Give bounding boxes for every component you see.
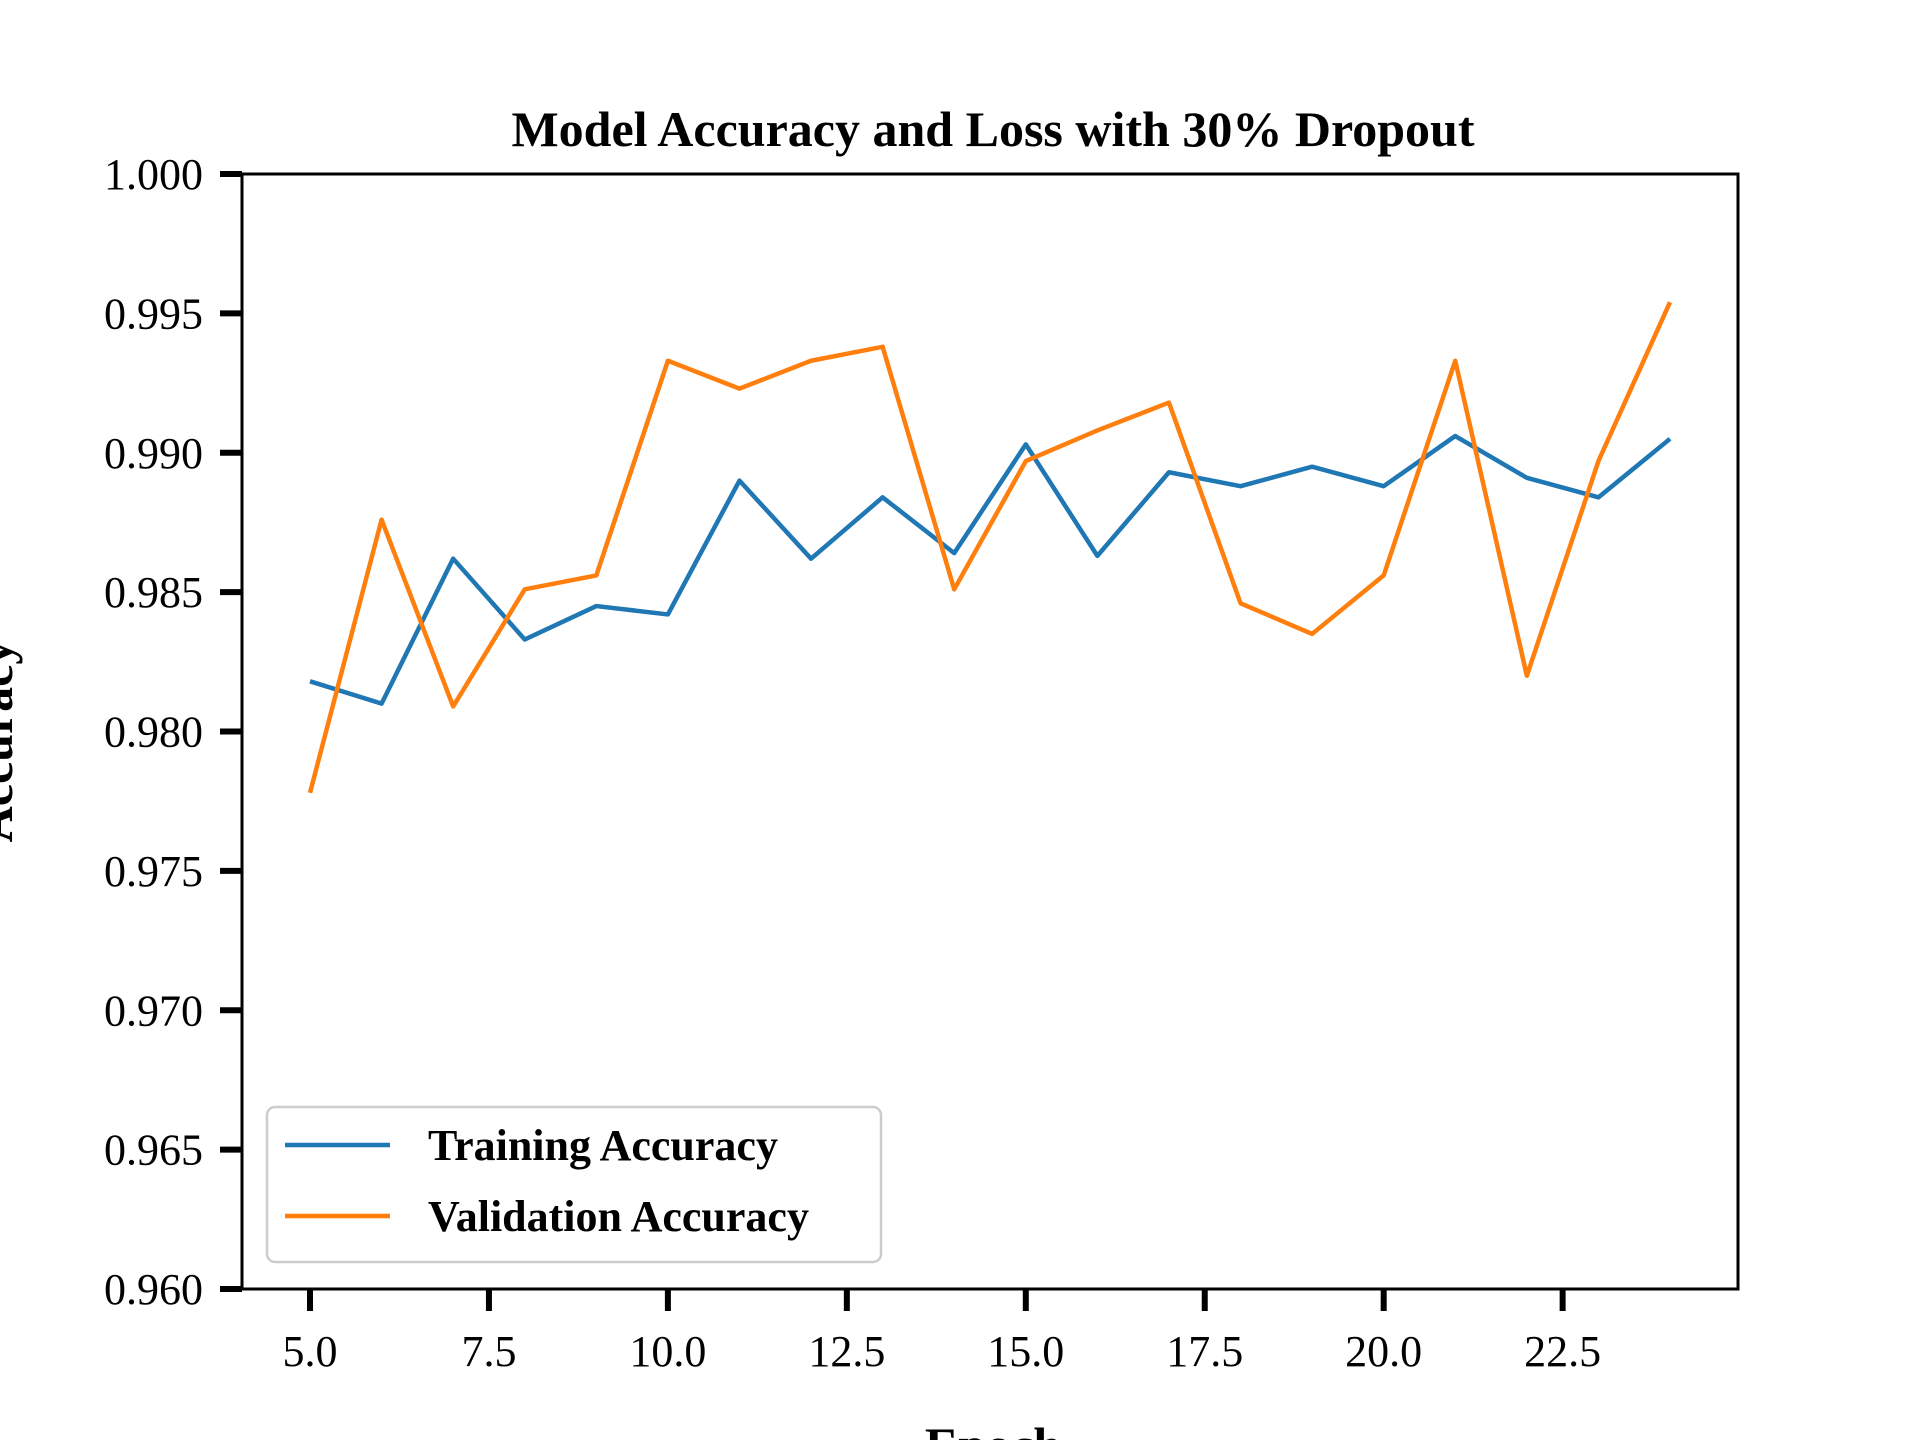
y-tick-label: 0.985 — [104, 568, 203, 617]
y-axis-label: Accuracy — [0, 640, 23, 843]
x-tick-label: 22.5 — [1524, 1327, 1601, 1376]
axes: 5.0 7.5 10.0 12.5 15.0 17.5 20.0 22.5 0.960 0.965… — [104, 150, 1740, 1376]
legend-box — [265, 1105, 883, 1264]
x-tick-label: 10.0 — [629, 1327, 706, 1376]
x-tick-label: 15.0 — [987, 1327, 1064, 1376]
series-line-validation-accuracy — [307, 301, 1673, 794]
plot-area — [307, 301, 1673, 794]
y-tick-label: 0.965 — [104, 1126, 203, 1175]
legend-label-training-accuracy: Training Accuracy — [428, 1121, 778, 1170]
x-tick-label: 5.0 — [283, 1327, 338, 1376]
series-line-training-accuracy — [309, 433, 1672, 706]
y-tick-label: 0.970 — [104, 986, 203, 1035]
x-tick-label: 20.0 — [1345, 1327, 1422, 1376]
legend: Training Accuracy Validation Accuracy — [265, 1105, 883, 1264]
x-tick-label: 12.5 — [808, 1327, 885, 1376]
y-tick-label: 0.990 — [104, 429, 203, 478]
x-tick-label: 17.5 — [1166, 1327, 1243, 1376]
x-axis-label: Epoch — [925, 1417, 1061, 1440]
x-tick-label: 7.5 — [461, 1327, 516, 1376]
y-tick-label: 0.980 — [104, 708, 203, 757]
legend-label-validation-accuracy: Validation Accuracy — [428, 1192, 809, 1241]
y-tick-label: 0.975 — [104, 847, 203, 896]
y-tick-label: 0.960 — [104, 1265, 203, 1314]
chart-title: Model Accuracy and Loss with 30% Dropout — [511, 101, 1474, 157]
y-tick-label: 1.000 — [104, 150, 203, 199]
y-tick-label: 0.995 — [104, 289, 203, 338]
